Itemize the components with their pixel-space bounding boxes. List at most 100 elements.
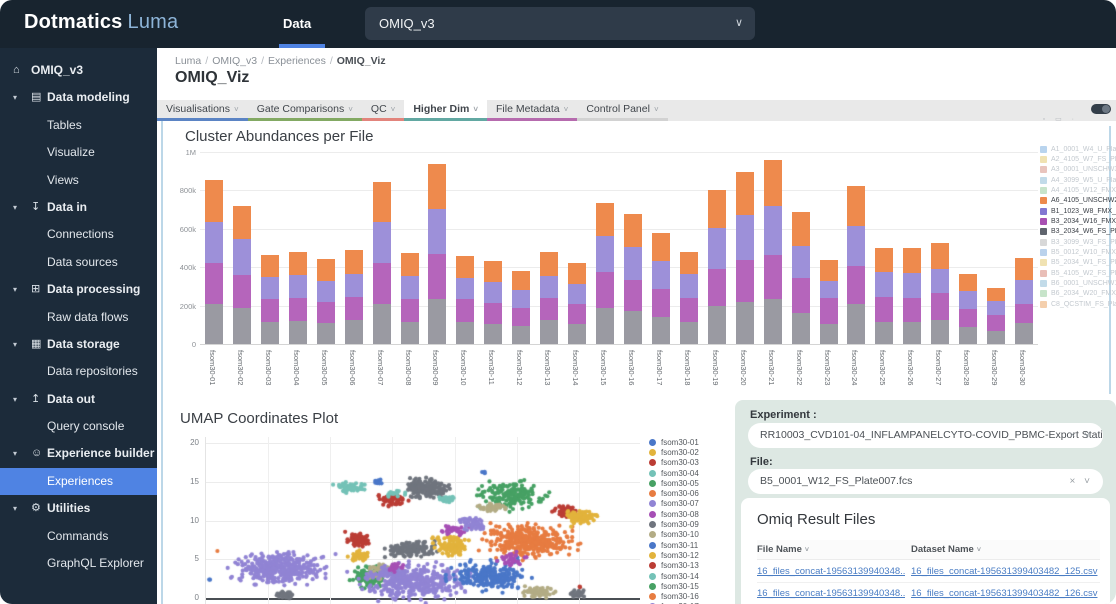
bar-segment-b3-2034-w6-fs-plate001-fcs-fsom30-29[interactable] — [987, 330, 1006, 344]
breadcrumb-omiq-v3[interactable]: OMIQ_v3 — [212, 55, 258, 67]
experiment-select[interactable]: RR10003_CVD101-04_INFLAMPANELCYTO-COVID_… — [748, 423, 1103, 448]
bar-segment-b3-2034-w6-fs-plate001-fcs-fsom30-14[interactable] — [568, 323, 587, 344]
bar-segment-b1-1023-w8-fmx-plate001-fcs-fsom30-13[interactable] — [540, 275, 559, 298]
legend-item-b5-0012-w10-fmx-plate0[interactable]: B5_0012_W10_FMX_Plate0... — [1040, 247, 1116, 257]
bar-segment-b3-2034-w6-fs-plate001-fcs-fsom30-17[interactable] — [651, 317, 670, 344]
bar-segment-a6-4105-unschw2-u-plate001-fcs-fsom30-09[interactable] — [428, 163, 447, 209]
bar-segment-a6-4105-unschw2-u-plate001-fcs-fsom30-23[interactable] — [819, 259, 838, 281]
collapse-caret-icon[interactable]: ▾ — [13, 449, 18, 459]
file-link[interactable]: 16_files_concat-19563139940348... — [757, 588, 905, 599]
bar-segment-a6-4105-unschw2-u-plate001-fcs-fsom30-04[interactable] — [288, 251, 307, 275]
sidebar-item-experiences[interactable]: Experiences — [0, 467, 157, 496]
bar-segment-a6-4105-unschw2-u-plate001-fcs-fsom30-20[interactable] — [735, 171, 754, 215]
bar-segment-b3-2034-w16-fmx-plate001-fcs-fsom30-07[interactable] — [372, 263, 391, 304]
bar-segment-a6-4105-unschw2-u-plate001-fcs-fsom30-14[interactable] — [568, 263, 587, 284]
umap-legend-item-fsom30-16[interactable]: fsom30-16 — [649, 591, 699, 601]
bar-segment-b1-1023-w8-fmx-plate001-fcs-fsom30-28[interactable] — [959, 291, 978, 310]
bar-segment-a6-4105-unschw2-u-plate001-fcs-fsom30-13[interactable] — [540, 251, 559, 276]
bar-segment-b3-2034-w16-fmx-plate001-fcs-fsom30-17[interactable] — [651, 289, 670, 318]
bar-segment-b3-2034-w6-fs-plate001-fcs-fsom30-06[interactable] — [344, 320, 363, 344]
bar-segment-a6-4105-unschw2-u-plate001-fcs-fsom30-15[interactable] — [596, 202, 615, 237]
bar-segment-b3-2034-w6-fs-plate001-fcs-fsom30-26[interactable] — [903, 321, 922, 344]
bar-segment-b1-1023-w8-fmx-plate001-fcs-fsom30-23[interactable] — [819, 280, 838, 298]
file-link[interactable]: 16_files_concat-195631399403482_125.csv — [911, 566, 1098, 577]
bar-segment-b1-1023-w8-fmx-plate001-fcs-fsom30-01[interactable] — [204, 222, 223, 264]
sidebar-item-data-sources[interactable]: Data sources — [0, 249, 157, 276]
bar-segment-b3-2034-w6-fs-plate001-fcs-fsom30-07[interactable] — [372, 303, 391, 344]
bar-segment-b3-2034-w6-fs-plate001-fcs-fsom30-30[interactable] — [1015, 322, 1034, 344]
bar-segment-b1-1023-w8-fmx-plate001-fcs-fsom30-03[interactable] — [260, 276, 279, 299]
bar-segment-a6-4105-unschw2-u-plate001-fcs-fsom30-18[interactable] — [679, 251, 698, 274]
legend-item-b1-1023-w8-fmx-plate00[interactable]: B1_1023_W8_FMX_Plate00... — [1040, 206, 1116, 216]
bar-segment-b3-2034-w16-fmx-plate001-fcs-fsom30-16[interactable] — [623, 279, 642, 312]
bar-segment-b3-2034-w16-fmx-plate001-fcs-fsom30-22[interactable] — [791, 277, 810, 314]
bar-chart-plot-area[interactable]: 0 200k 400k 600k 800k 1M fsom30-01 fsom30-02 fso… — [180, 148, 1038, 385]
bar-segment-a6-4105-unschw2-u-plate001-fcs-fsom30-07[interactable] — [372, 181, 391, 223]
collapse-caret-icon[interactable]: ▾ — [13, 339, 18, 349]
bar-segment-b3-2034-w6-fs-plate001-fcs-fsom30-02[interactable] — [232, 308, 251, 344]
bar-segment-b3-2034-w16-fmx-plate001-fcs-fsom30-05[interactable] — [316, 301, 335, 323]
bar-segment-b3-2034-w6-fs-plate001-fcs-fsom30-12[interactable] — [512, 325, 531, 344]
bar-segment-b3-2034-w16-fmx-plate001-fcs-fsom30-25[interactable] — [875, 296, 894, 322]
bar-segment-b3-2034-w16-fmx-plate001-fcs-fsom30-19[interactable] — [707, 269, 726, 306]
bar-segment-b1-1023-w8-fmx-plate001-fcs-fsom30-16[interactable] — [623, 247, 642, 280]
bar-segment-b3-2034-w6-fs-plate001-fcs-fsom30-19[interactable] — [707, 305, 726, 344]
sidebar-item-tables[interactable]: Tables — [0, 112, 157, 139]
sidebar-item-experience-builder[interactable]: ▾ ☺ Experience builder — [0, 440, 157, 467]
umap-legend-item-fsom30-08[interactable]: fsom30-08 — [649, 509, 699, 519]
bar-segment-b3-2034-w6-fs-plate001-fcs-fsom30-13[interactable] — [540, 320, 559, 344]
bar-segment-b1-1023-w8-fmx-plate001-fcs-fsom30-17[interactable] — [651, 261, 670, 290]
umap-scatter-canvas[interactable] — [206, 437, 640, 604]
bar-segment-b3-2034-w6-fs-plate001-fcs-fsom30-11[interactable] — [484, 323, 503, 344]
sidebar-item-query-console[interactable]: Query console — [0, 413, 157, 440]
bar-segment-b3-2034-w6-fs-plate001-fcs-fsom30-03[interactable] — [260, 321, 279, 344]
bar-segment-b1-1023-w8-fmx-plate001-fcs-fsom30-29[interactable] — [987, 301, 1006, 316]
bar-segment-b1-1023-w8-fmx-plate001-fcs-fsom30-10[interactable] — [456, 277, 475, 299]
bar-segment-b3-2034-w6-fs-plate001-fcs-fsom30-10[interactable] — [456, 321, 475, 344]
bar-segment-b3-2034-w6-fs-plate001-fcs-fsom30-16[interactable] — [623, 311, 642, 344]
file-link[interactable]: 16_files_concat-195631399403482_126.csv — [911, 588, 1098, 599]
bar-segment-b3-2034-w16-fmx-plate001-fcs-fsom30-26[interactable] — [903, 297, 922, 322]
bar-segment-b3-2034-w16-fmx-plate001-fcs-fsom30-13[interactable] — [540, 297, 559, 320]
legend-item-b6-2034-w20-fmx-plate0[interactable]: B6_2034_W20_FMX_Plate0... — [1040, 289, 1116, 299]
sidebar-item-visualize[interactable]: Visualize — [0, 139, 157, 166]
breadcrumb-omiq-viz[interactable]: OMIQ_Viz — [336, 55, 386, 67]
bar-segment-b1-1023-w8-fmx-plate001-fcs-fsom30-04[interactable] — [288, 274, 307, 298]
file-select[interactable]: B5_0001_W12_FS_Plate007.fcs × ˅ — [748, 469, 1103, 494]
tab-file-metadata[interactable]: File Metadata ˅ — [487, 100, 578, 121]
bar-segment-a6-4105-unschw2-u-plate001-fcs-fsom30-01[interactable] — [204, 179, 223, 223]
legend-item-b6-0001-unschw1-u-pla[interactable]: B6_0001_UNSCHW1_U_Pla... — [1040, 278, 1116, 288]
tab-visualisations[interactable]: Visualisations ˅ — [157, 100, 248, 121]
bar-segment-b3-2034-w6-fs-plate001-fcs-fsom30-23[interactable] — [819, 323, 838, 344]
dark-mode-toggle[interactable] — [1091, 104, 1111, 114]
bar-segment-a6-4105-unschw2-u-plate001-fcs-fsom30-27[interactable] — [931, 243, 950, 270]
bar-segment-a6-4105-unschw2-u-plate001-fcs-fsom30-17[interactable] — [651, 232, 670, 262]
umap-legend-item-fsom30-14[interactable]: fsom30-14 — [649, 571, 699, 581]
bar-segment-b3-2034-w6-fs-plate001-fcs-fsom30-21[interactable] — [763, 298, 782, 344]
umap-legend-item-fsom30-05[interactable]: fsom30-05 — [649, 478, 699, 488]
bar-segment-a6-4105-unschw2-u-plate001-fcs-fsom30-08[interactable] — [400, 252, 419, 276]
umap-legend-item-fsom30-02[interactable]: fsom30-02 — [649, 447, 699, 457]
bar-segment-a6-4105-unschw2-u-plate001-fcs-fsom30-28[interactable] — [959, 273, 978, 292]
bar-segment-b1-1023-w8-fmx-plate001-fcs-fsom30-21[interactable] — [763, 205, 782, 255]
bar-segment-b3-2034-w16-fmx-plate001-fcs-fsom30-03[interactable] — [260, 298, 279, 322]
bar-segment-b3-2034-w16-fmx-plate001-fcs-fsom30-24[interactable] — [847, 266, 866, 304]
umap-legend-item-fsom30-07[interactable]: fsom30-07 — [649, 499, 699, 509]
umap-legend-item-fsom30-09[interactable]: fsom30-09 — [649, 519, 699, 529]
legend-item-b5-2034-w1-fs-plate001-f[interactable]: B5_2034_W1_FS_Plate001.f... — [1040, 258, 1116, 268]
umap-legend-item-fsom30-04[interactable]: fsom30-04 — [649, 468, 699, 478]
column-header-file-name[interactable]: File Name ˅ — [757, 540, 809, 561]
bar-segment-a6-4105-unschw2-u-plate001-fcs-fsom30-21[interactable] — [763, 159, 782, 206]
bar-segment-a6-4105-unschw2-u-plate001-fcs-fsom30-24[interactable] — [847, 185, 866, 226]
legend-item-a2-4105-w7-fs-plate001-f[interactable]: A2_4105_W7_FS_Plate001.f... — [1040, 154, 1116, 164]
bar-segment-b3-2034-w6-fs-plate001-fcs-fsom30-09[interactable] — [428, 298, 447, 344]
bar-segment-b1-1023-w8-fmx-plate001-fcs-fsom30-25[interactable] — [875, 272, 894, 297]
bar-segment-b3-2034-w16-fmx-plate001-fcs-fsom30-23[interactable] — [819, 297, 838, 324]
bar-segment-b1-1023-w8-fmx-plate001-fcs-fsom30-24[interactable] — [847, 225, 866, 267]
bar-segment-b1-1023-w8-fmx-plate001-fcs-fsom30-18[interactable] — [679, 273, 698, 298]
collapse-caret-icon[interactable]: ▾ — [13, 285, 18, 295]
bar-segment-a6-4105-unschw2-u-plate001-fcs-fsom30-22[interactable] — [791, 211, 810, 247]
tab-control-panel[interactable]: Control Panel ˅ — [577, 100, 668, 121]
legend-item-b3-2034-w16-fmx-plate0[interactable]: B3_2034_W16_FMX_Plate0... — [1040, 216, 1116, 226]
plotly-modebar[interactable]: ▫ ▭ · — [1042, 116, 1078, 123]
